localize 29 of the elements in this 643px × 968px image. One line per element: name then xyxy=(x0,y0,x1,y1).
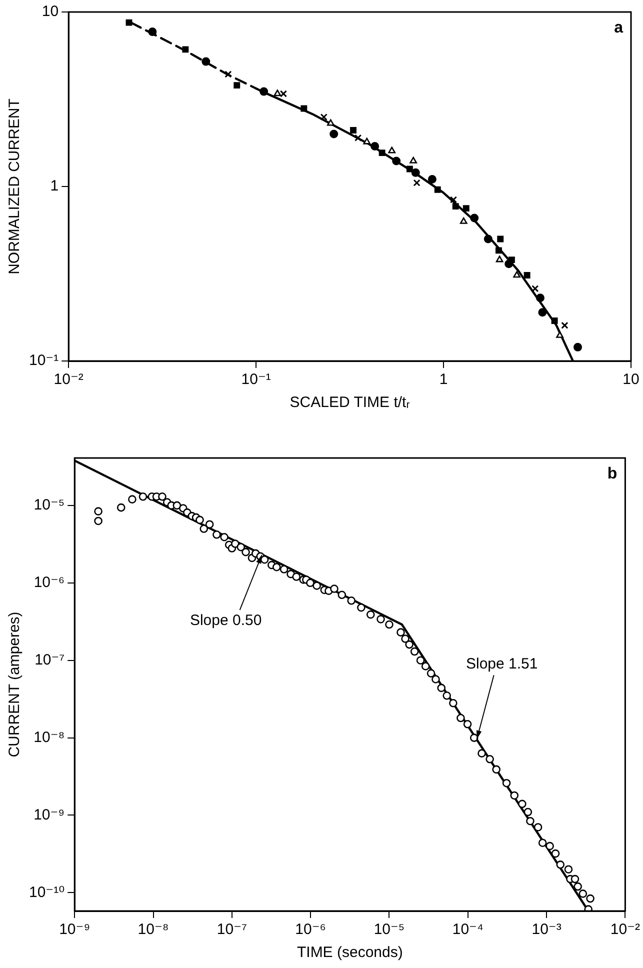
y-axis-title: NORMALIZED CURRENT xyxy=(6,98,24,274)
y-tick-label: 10 xyxy=(42,3,59,20)
x-tick-label: 1 xyxy=(439,371,448,388)
x-tick-label: 10⁻⁹ xyxy=(59,921,90,938)
annotation: a xyxy=(614,19,624,36)
x-tick-label: 10⁻² xyxy=(610,921,640,938)
y-tick-label: 10⁻⁶ xyxy=(34,574,65,592)
y-tick-label: 10⁻⁵ xyxy=(34,496,65,514)
y-tick-label: 10⁻⁷ xyxy=(34,651,65,668)
y-tick-label: 10⁻⁹ xyxy=(34,806,65,824)
x-tick-label: 10⁻³ xyxy=(532,921,562,938)
x-axis-title: TIME (seconds) xyxy=(296,944,403,962)
x-tick-label: 10⁻² xyxy=(54,371,84,388)
x-tick-label: 10⁻⁷ xyxy=(216,921,247,938)
y-tick-label: 1 xyxy=(50,178,59,195)
y-axis-title: CURRENT (amperes) xyxy=(6,612,24,758)
y-tick-label: 10⁻¹ xyxy=(28,352,59,370)
annotation: Slope 1.51 xyxy=(466,655,538,672)
annotation: b xyxy=(607,465,618,482)
annotation: Slope 0.50 xyxy=(190,612,262,630)
y-tick-label: 10⁻⁸ xyxy=(34,728,65,746)
x-tick-label: 10⁻⁸ xyxy=(138,921,169,938)
x-tick-label: 10⁻⁵ xyxy=(374,921,405,938)
x-tick-label: 10⁻⁶ xyxy=(295,921,326,938)
y-tick-label: 10⁻¹⁰ xyxy=(28,884,65,901)
x-axis-title: SCALED TIME t/tᵣ xyxy=(290,394,410,412)
x-tick-label: 10⁻⁴ xyxy=(452,921,484,938)
x-tick-label: 10⁻¹ xyxy=(241,371,271,388)
x-tick-label: 10 xyxy=(622,371,640,388)
